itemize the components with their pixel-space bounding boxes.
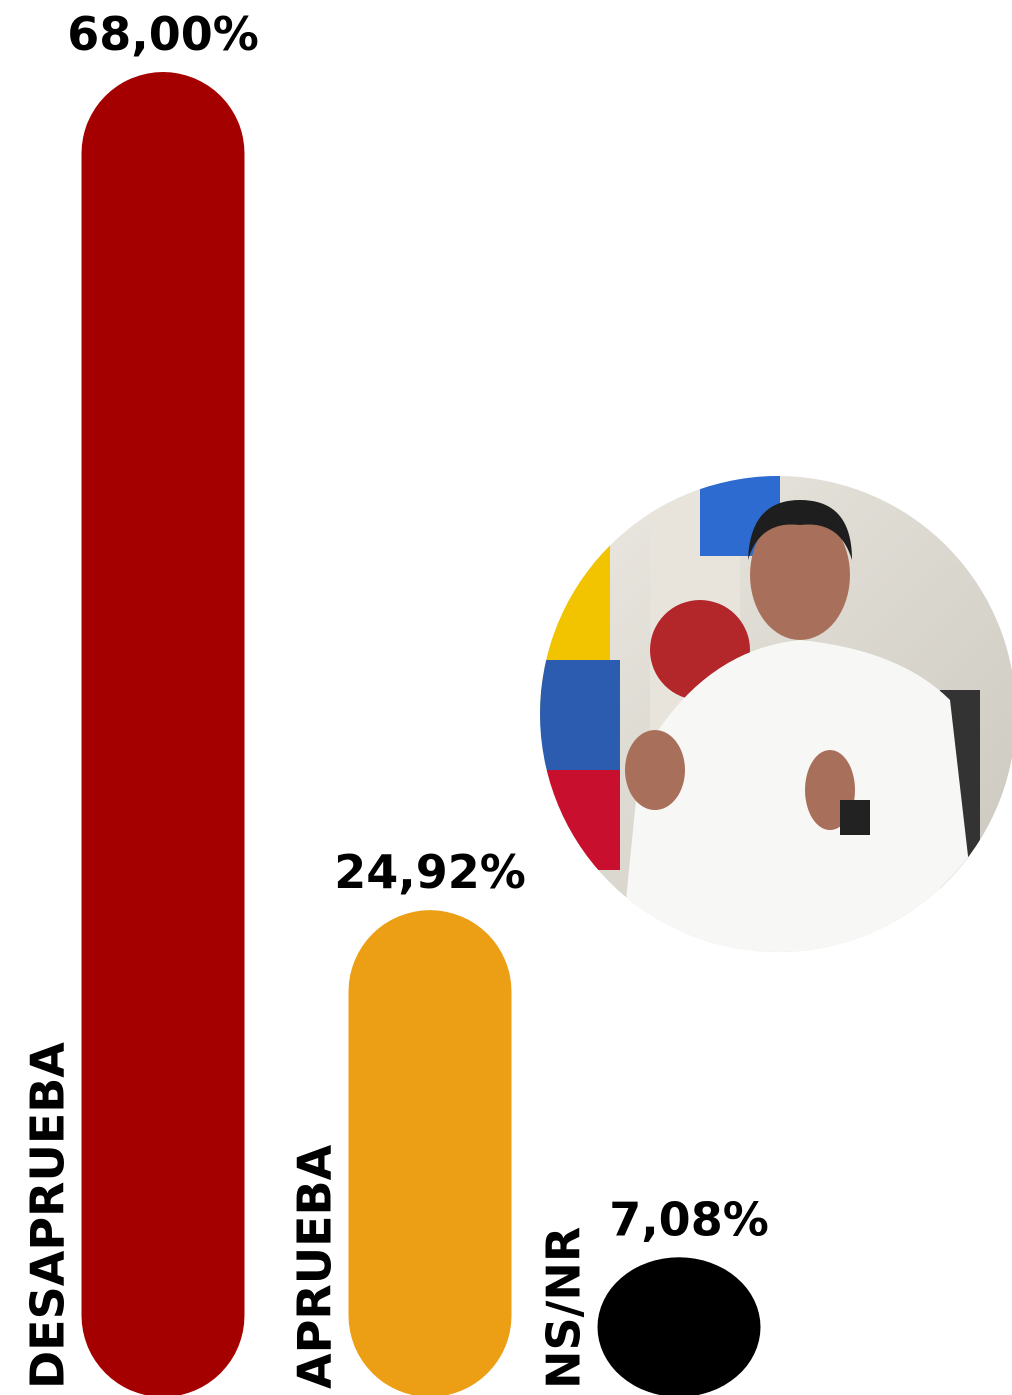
photo	[540, 476, 1012, 960]
bar	[82, 72, 245, 1395]
value-label: 7,08%	[609, 1192, 769, 1246]
bar	[598, 1257, 761, 1395]
category-label: DESAPRUEBA	[21, 1042, 75, 1389]
category-label: NS/NR	[537, 1227, 591, 1389]
chart: 68,00% DESAPRUEBA 24,92% APRUEBA 7,08% NS/NR	[0, 0, 1012, 1395]
bar	[349, 910, 512, 1395]
category-label: APRUEBA	[288, 1144, 342, 1389]
value-label: 68,00%	[67, 7, 259, 61]
value-label: 24,92%	[334, 845, 526, 899]
page: 68,00%DESAPRUEBA24,92%APRUEBA7,08%NS/NR …	[0, 0, 1012, 1395]
